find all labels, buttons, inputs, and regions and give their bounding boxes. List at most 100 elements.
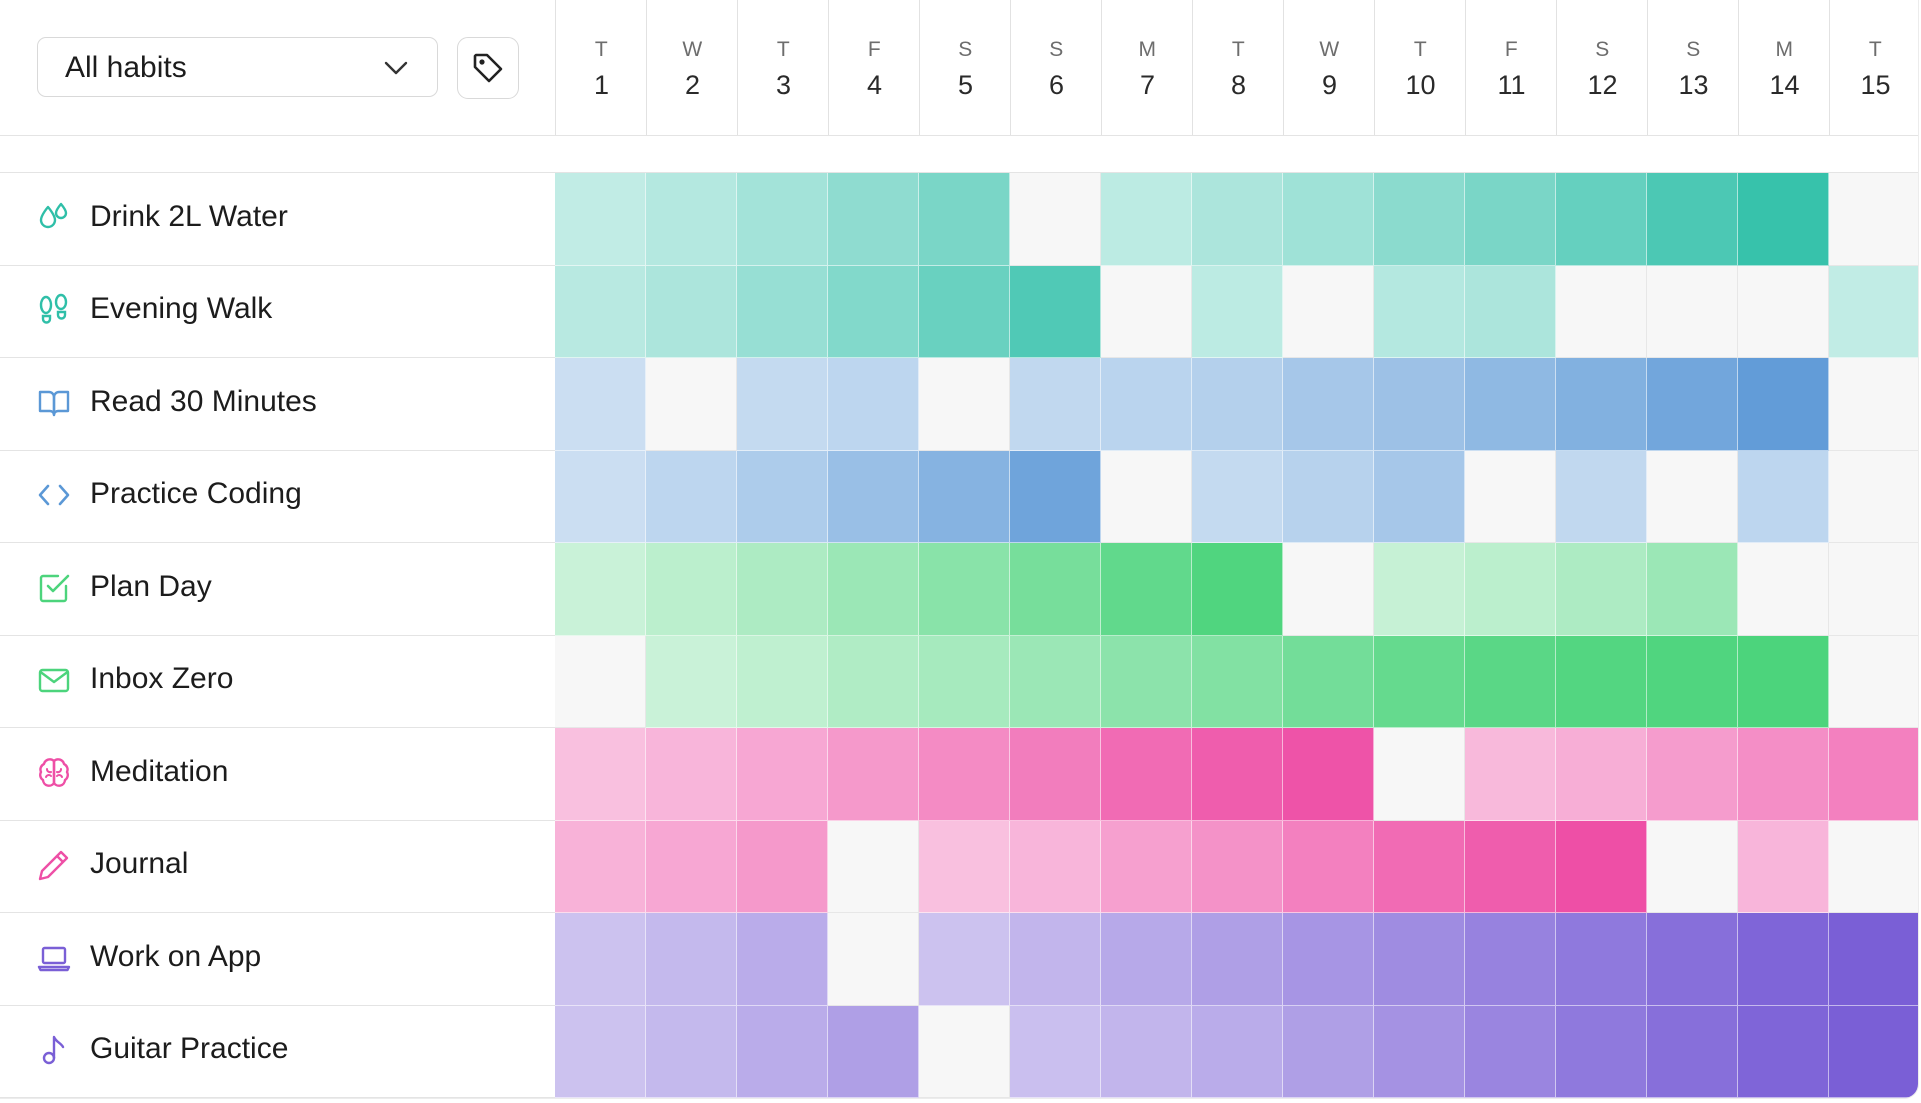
habit-day-cell[interactable] bbox=[1738, 358, 1829, 451]
habit-day-cell[interactable] bbox=[1010, 728, 1101, 821]
habit-filter-dropdown[interactable]: All habits bbox=[37, 37, 438, 97]
habit-day-cell[interactable] bbox=[555, 913, 646, 1006]
habit-day-cell[interactable] bbox=[1101, 821, 1192, 913]
habit-day-cell[interactable] bbox=[1374, 451, 1465, 543]
habit-day-cell[interactable] bbox=[1829, 636, 1918, 728]
habit-day-cell[interactable] bbox=[646, 358, 737, 451]
habit-day-cell[interactable] bbox=[1556, 1006, 1647, 1098]
habit-day-cell[interactable] bbox=[1738, 543, 1829, 636]
habit-day-cell[interactable] bbox=[1647, 1006, 1738, 1098]
habit-day-cell[interactable] bbox=[646, 266, 737, 358]
habit-day-cell[interactable] bbox=[1192, 451, 1283, 543]
habit-day-cell[interactable] bbox=[1647, 266, 1738, 358]
habit-day-cell[interactable] bbox=[919, 358, 1010, 451]
habit-day-cell[interactable] bbox=[1283, 821, 1374, 913]
habit-day-cell[interactable] bbox=[1101, 451, 1192, 543]
habit-day-cell[interactable] bbox=[737, 358, 828, 451]
habit-day-cell[interactable] bbox=[1647, 358, 1738, 451]
habit-day-cell[interactable] bbox=[646, 821, 737, 913]
habit-day-cell[interactable] bbox=[1465, 913, 1556, 1006]
habit-day-cell[interactable] bbox=[646, 451, 737, 543]
habit-day-cell[interactable] bbox=[555, 451, 646, 543]
habit-day-cell[interactable] bbox=[555, 543, 646, 636]
habit-day-cell[interactable] bbox=[1465, 728, 1556, 821]
tag-filter-button[interactable] bbox=[457, 37, 519, 99]
habit-day-cell[interactable] bbox=[1738, 913, 1829, 1006]
habit-day-cell[interactable] bbox=[1374, 636, 1465, 728]
habit-day-cell[interactable] bbox=[1465, 821, 1556, 913]
habit-day-cell[interactable] bbox=[646, 543, 737, 636]
habit-day-cell[interactable] bbox=[1192, 543, 1283, 636]
habit-day-cell[interactable] bbox=[1283, 266, 1374, 358]
habit-day-cell[interactable] bbox=[828, 913, 919, 1006]
habit-name[interactable]: Practice Coding bbox=[90, 477, 302, 510]
habit-day-cell[interactable] bbox=[1101, 358, 1192, 451]
habit-day-cell[interactable] bbox=[828, 173, 919, 266]
habit-day-cell[interactable] bbox=[1374, 728, 1465, 821]
habit-day-cell[interactable] bbox=[919, 821, 1010, 913]
habit-day-cell[interactable] bbox=[737, 543, 828, 636]
habit-day-cell[interactable] bbox=[1010, 543, 1101, 636]
habit-day-cell[interactable] bbox=[1010, 913, 1101, 1006]
habit-name[interactable]: Work on App bbox=[90, 940, 262, 973]
habit-day-cell[interactable] bbox=[828, 358, 919, 451]
habit-day-cell[interactable] bbox=[1829, 266, 1918, 358]
habit-day-cell[interactable] bbox=[1374, 821, 1465, 913]
habit-day-cell[interactable] bbox=[1283, 451, 1374, 543]
habit-day-cell[interactable] bbox=[1647, 821, 1738, 913]
habit-day-cell[interactable] bbox=[1010, 821, 1101, 913]
habit-day-cell[interactable] bbox=[1192, 636, 1283, 728]
habit-day-cell[interactable] bbox=[1738, 636, 1829, 728]
habit-day-cell[interactable] bbox=[1374, 913, 1465, 1006]
habit-day-cell[interactable] bbox=[646, 1006, 737, 1098]
habit-day-cell[interactable] bbox=[737, 1006, 828, 1098]
habit-day-cell[interactable] bbox=[919, 266, 1010, 358]
habit-day-cell[interactable] bbox=[1283, 358, 1374, 451]
habit-day-cell[interactable] bbox=[1283, 543, 1374, 636]
habit-day-cell[interactable] bbox=[1829, 173, 1918, 266]
habit-day-cell[interactable] bbox=[1283, 173, 1374, 266]
habit-day-cell[interactable] bbox=[919, 913, 1010, 1006]
habit-day-cell[interactable] bbox=[1465, 543, 1556, 636]
habit-day-cell[interactable] bbox=[1829, 1006, 1918, 1098]
habit-day-cell[interactable] bbox=[1010, 1006, 1101, 1098]
habit-day-cell[interactable] bbox=[1829, 451, 1918, 543]
habit-day-cell[interactable] bbox=[555, 821, 646, 913]
habit-day-cell[interactable] bbox=[1556, 358, 1647, 451]
habit-day-cell[interactable] bbox=[1374, 266, 1465, 358]
habit-day-cell[interactable] bbox=[1283, 1006, 1374, 1098]
habit-day-cell[interactable] bbox=[1829, 821, 1918, 913]
habit-name[interactable]: Journal bbox=[90, 847, 189, 880]
habit-day-cell[interactable] bbox=[919, 728, 1010, 821]
habit-day-cell[interactable] bbox=[1010, 266, 1101, 358]
habit-day-cell[interactable] bbox=[555, 636, 646, 728]
habit-day-cell[interactable] bbox=[1101, 1006, 1192, 1098]
habit-day-cell[interactable] bbox=[1101, 636, 1192, 728]
habit-day-cell[interactable] bbox=[646, 728, 737, 821]
habit-day-cell[interactable] bbox=[1101, 913, 1192, 1006]
habit-day-cell[interactable] bbox=[919, 1006, 1010, 1098]
habit-name[interactable]: Read 30 Minutes bbox=[90, 385, 317, 418]
habit-day-cell[interactable] bbox=[1374, 358, 1465, 451]
habit-day-cell[interactable] bbox=[1283, 728, 1374, 821]
habit-day-cell[interactable] bbox=[1647, 543, 1738, 636]
habit-day-cell[interactable] bbox=[1101, 728, 1192, 821]
habit-day-cell[interactable] bbox=[828, 1006, 919, 1098]
habit-day-cell[interactable] bbox=[1374, 1006, 1465, 1098]
habit-day-cell[interactable] bbox=[1101, 543, 1192, 636]
habit-day-cell[interactable] bbox=[1647, 451, 1738, 543]
habit-day-cell[interactable] bbox=[1192, 913, 1283, 1006]
habit-day-cell[interactable] bbox=[1647, 173, 1738, 266]
habit-day-cell[interactable] bbox=[1192, 1006, 1283, 1098]
habit-day-cell[interactable] bbox=[1010, 451, 1101, 543]
habit-day-cell[interactable] bbox=[1829, 728, 1918, 821]
habit-day-cell[interactable] bbox=[1374, 173, 1465, 266]
habit-name[interactable]: Meditation bbox=[90, 755, 229, 788]
habit-day-cell[interactable] bbox=[1465, 636, 1556, 728]
habit-day-cell[interactable] bbox=[555, 358, 646, 451]
habit-name[interactable]: Evening Walk bbox=[90, 292, 273, 325]
habit-day-cell[interactable] bbox=[1647, 636, 1738, 728]
habit-day-cell[interactable] bbox=[1829, 913, 1918, 1006]
habit-day-cell[interactable] bbox=[1465, 358, 1556, 451]
habit-day-cell[interactable] bbox=[828, 543, 919, 636]
